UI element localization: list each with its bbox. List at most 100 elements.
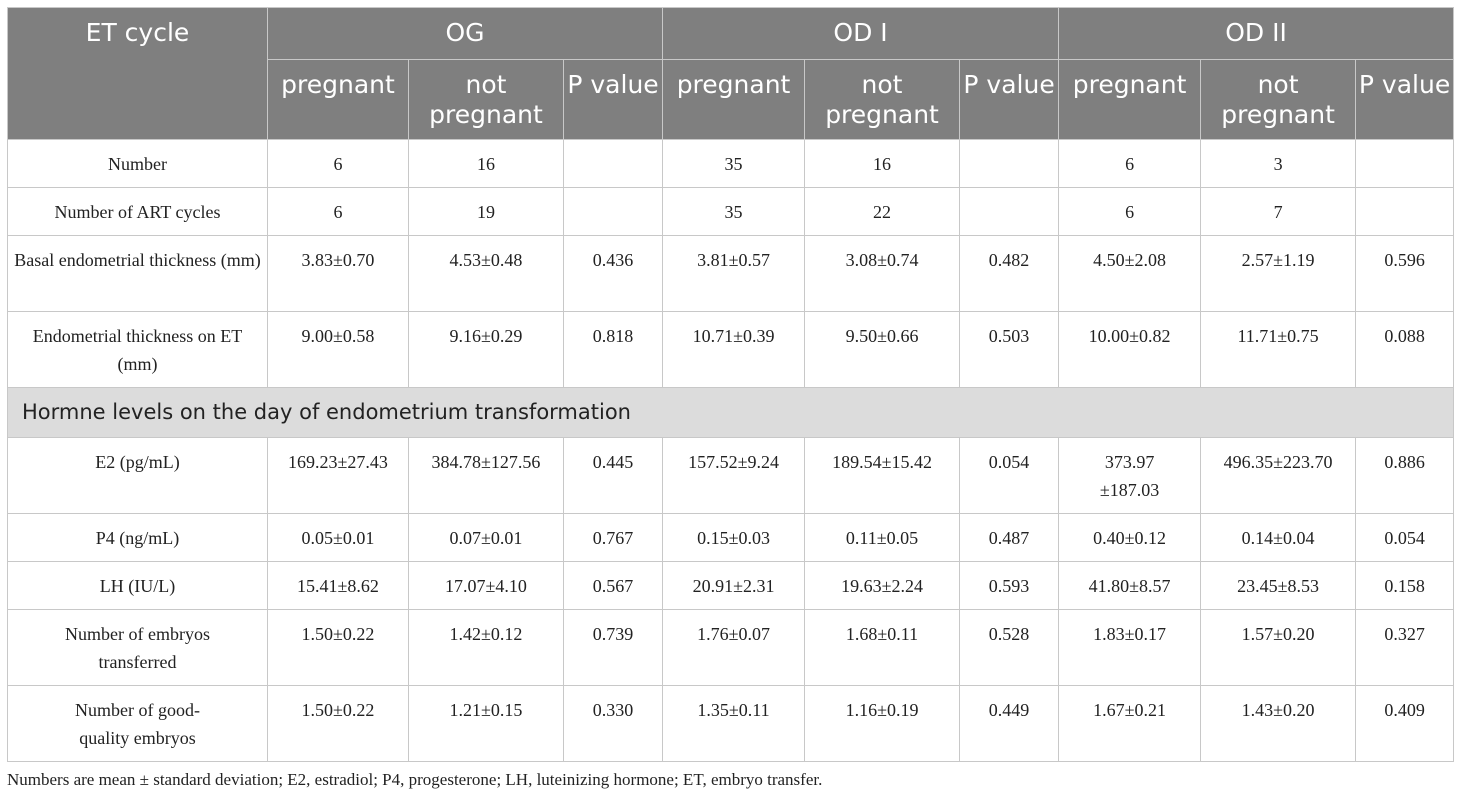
table-cell: 0.40±0.12 [1058,513,1202,562]
subheader-not-pregnant: not pregnant [1200,59,1357,140]
subheader-p-value: P value [562,59,664,140]
table-cell: 41.80±8.57 [1058,561,1202,610]
subheader-pregnant: pregnant [662,59,806,140]
header-group-od-ii: OD II [1058,7,1455,60]
row-label: Number of ART cycles [7,187,268,236]
table-cell: 10.71±0.39 [662,311,806,388]
table-cell: 0.088 [1355,311,1455,388]
table-cell: 0.449 [959,685,1060,762]
table-cell: 16 [408,139,564,188]
table-cell [959,139,1060,188]
table-cell: 0.15±0.03 [662,513,806,562]
table-cell: 0.503 [959,311,1060,388]
table-row: Number 6 16 35 16 6 3 [7,139,1455,188]
table-cell: 10.00±0.82 [1058,311,1202,388]
table-cell: 1.43±0.20 [1200,685,1357,762]
table-cell: 0.482 [959,235,1060,312]
table-cell: 3.83±0.70 [267,235,409,312]
section-title: Hormne levels on the day of endometrium … [6,387,1455,438]
table-cell: 0.436 [562,235,664,312]
table-cell: 0.593 [959,561,1060,610]
table-cell: 373.97 ±187.03 [1058,437,1202,514]
table-row: Basal endometrial thickness (mm) 3.83±0.… [7,235,1455,312]
table-cell [562,139,664,188]
table-cell: 0.07±0.01 [408,513,564,562]
table-cell [1355,139,1455,188]
table-cell: 2.57±1.19 [1200,235,1357,312]
table-cell: 1.83±0.17 [1058,609,1202,686]
row-label: Endometrial thickness on ET (mm) [7,311,268,388]
table-cell: 7 [1200,187,1357,236]
table-cell: 9.50±0.66 [804,311,961,388]
table-cell: 0.327 [1355,609,1455,686]
table-row: Number of ART cycles 6 19 35 22 6 7 [7,187,1455,236]
subheader-p-value: P value [1355,59,1455,140]
table-cell: 0.409 [1355,685,1455,762]
row-label: Number of embryos transferred [7,609,268,686]
table-body: Number 6 16 35 16 6 3 Number of ART cycl… [6,139,1455,762]
table-cell: 35 [662,187,806,236]
row-label: LH (IU/L) [7,561,268,610]
table-cell: 19.63±2.24 [804,561,961,610]
table-cell [1355,187,1455,236]
table-row: P4 (ng/mL) 0.05±0.01 0.07±0.01 0.767 0.1… [7,513,1455,562]
table-footnote: Numbers are mean ± standard deviation; E… [7,770,823,789]
table-row: E2 (pg/mL) 169.23±27.43 384.78±127.56 0.… [7,437,1455,514]
table-cell: 1.21±0.15 [408,685,564,762]
table-cell: 0.054 [1355,513,1455,562]
data-table: ET cycle OG OD I OD II pregnant not preg… [6,7,1455,762]
table-cell: 384.78±127.56 [408,437,564,514]
table-cell: 1.35±0.11 [662,685,806,762]
table-cell: 17.07±4.10 [408,561,564,610]
table-cell: 1.57±0.20 [1200,609,1357,686]
table-cell: 0.886 [1355,437,1455,514]
table-cell: 9.16±0.29 [408,311,564,388]
header-et-cycle: ET cycle [7,7,268,140]
table-cell: 6 [1058,139,1202,188]
table-cell: 0.05±0.01 [267,513,409,562]
table-cell [562,187,664,236]
table-cell: 1.42±0.12 [408,609,564,686]
table-row: Number of good-quality embryos 1.50±0.22… [7,685,1455,762]
table-cell: 11.71±0.75 [1200,311,1357,388]
subheader-pregnant: pregnant [267,59,409,140]
table-cell: 3.08±0.74 [804,235,961,312]
table-cell: 0.528 [959,609,1060,686]
row-label: Basal endometrial thickness (mm) [7,235,268,312]
subheader-pregnant: pregnant [1058,59,1202,140]
table-cell: 0.596 [1355,235,1455,312]
table-cell: 6 [267,139,409,188]
table-cell: 189.54±15.42 [804,437,961,514]
table-cell: 496.35±223.70 [1200,437,1357,514]
header-group-og: OG [266,7,664,60]
subheader-not-pregnant: not pregnant [804,59,961,140]
table-row: LH (IU/L) 15.41±8.62 17.07±4.10 0.567 20… [7,561,1455,610]
table-cell: 1.68±0.11 [804,609,961,686]
table-cell: 0.818 [562,311,664,388]
table-cell: 35 [662,139,806,188]
row-label: Number [7,139,268,188]
table-cell: 6 [267,187,409,236]
table-cell: 0.14±0.04 [1200,513,1357,562]
row-label: E2 (pg/mL) [7,437,268,514]
table-cell: 19 [408,187,564,236]
table-cell: 0.487 [959,513,1060,562]
table-cell: 16 [804,139,961,188]
section-row: Hormne levels on the day of endometrium … [6,387,1455,438]
table-cell: 0.445 [562,437,664,514]
table-cell: 0.739 [562,609,664,686]
table-cell: 15.41±8.62 [267,561,409,610]
table-cell: 169.23±27.43 [267,437,409,514]
table-cell: 22 [804,187,961,236]
table-row: Endometrial thickness on ET (mm) 9.00±0.… [7,311,1455,388]
table-cell: 1.16±0.19 [804,685,961,762]
table-cell: 6 [1058,187,1202,236]
table-cell: 0.330 [562,685,664,762]
subheader-not-pregnant: not pregnant [408,59,564,140]
table-cell: 0.054 [959,437,1060,514]
table-cell: 1.67±0.21 [1058,685,1202,762]
table-cell: 3.81±0.57 [662,235,806,312]
table-cell: 4.50±2.08 [1058,235,1202,312]
table-cell: 0.767 [562,513,664,562]
table-cell: 9.00±0.58 [267,311,409,388]
